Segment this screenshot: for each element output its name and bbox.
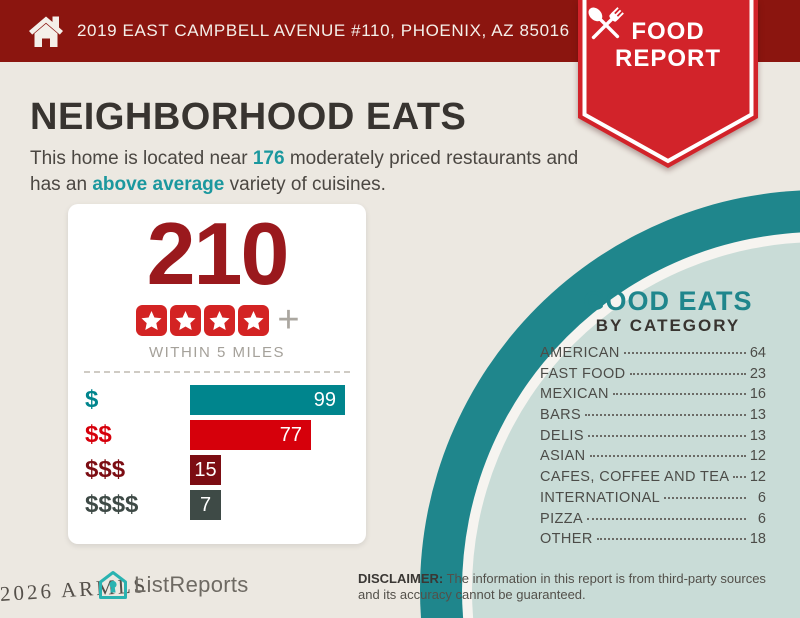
price-tier-value: 15 xyxy=(194,458,217,481)
plus-sign: + xyxy=(277,299,300,341)
price-bar-row: $$$$ 7 xyxy=(85,490,366,520)
spoon-and-fork-icon xyxy=(588,7,624,40)
summary-part3: variety of cuisines. xyxy=(224,174,386,195)
food-report-badge: FOOD REPORT xyxy=(578,0,758,170)
price-tier-label: $$$$ xyxy=(85,491,139,518)
listreports-house-icon xyxy=(99,571,127,599)
disclaimer-text: The information in this report is from t… xyxy=(358,571,766,602)
category-row: OTHER 18 xyxy=(540,531,766,552)
category-value: 12 xyxy=(749,448,766,465)
category-value: 64 xyxy=(749,345,766,361)
listreports-logo: ListReports xyxy=(98,570,249,600)
summary-part1: This home is located near xyxy=(30,148,253,169)
category-row: PIZZA 6 xyxy=(540,511,766,532)
category-value: 18 xyxy=(749,531,766,548)
category-row: FAST FOOD 23 xyxy=(540,366,766,387)
category-row: AMERICAN 64 xyxy=(540,345,766,366)
category-value: 16 xyxy=(749,386,766,403)
variety-highlight: above average xyxy=(92,174,225,195)
price-tier-label: $$$ xyxy=(85,456,126,483)
disclaimer: DISCLAIMER: The information in this repo… xyxy=(358,571,778,602)
dotted-leader xyxy=(587,434,746,437)
price-tier-bar: 15 xyxy=(190,455,221,485)
dotted-leader xyxy=(596,538,746,541)
star-rating: + xyxy=(68,299,366,341)
yelp-star-icon xyxy=(203,304,235,336)
badge-title-line2: REPORT xyxy=(614,45,721,72)
category-row: ASIAN 12 xyxy=(540,448,766,469)
badge-ribbon-shape xyxy=(578,0,758,168)
star-icons xyxy=(134,304,270,336)
yelp-star-icon xyxy=(237,304,269,336)
price-bar-row: $$ 77 xyxy=(85,420,366,450)
dotted-leader xyxy=(629,372,746,375)
disclaimer-label: DISCLAIMER: xyxy=(358,571,444,586)
category-name: INTERNATIONAL xyxy=(540,489,661,506)
dashed-divider xyxy=(84,371,350,373)
category-name: CAFES, COFFEE AND TEA xyxy=(540,469,730,486)
category-value: 6 xyxy=(757,510,766,527)
category-value: 13 xyxy=(749,407,766,424)
yelp-star-icon xyxy=(169,304,201,336)
price-tier-bar-chart: $99 $$ 77 $$$ 15 $$$$ 7 xyxy=(85,385,366,520)
category-name: DELIS xyxy=(540,427,584,444)
restaurant-count-highlight: 176 xyxy=(252,148,285,169)
category-name: BARS xyxy=(540,407,582,424)
badge-title-line1: FOOD xyxy=(631,18,705,45)
category-value: 23 xyxy=(749,365,766,382)
dotted-leader xyxy=(612,393,746,396)
badge-title: FOOD REPORT xyxy=(578,18,758,72)
price-tier-value: 7 xyxy=(199,493,212,516)
property-address: 2019 EAST CAMPBELL AVENUE #110, PHOENIX,… xyxy=(77,21,570,40)
summary-text: This home is located near 176 moderately… xyxy=(30,146,580,198)
category-name: MEXICAN xyxy=(540,386,609,403)
dotted-leader xyxy=(589,455,746,458)
price-tier-value: 77 xyxy=(279,423,302,446)
category-name: PIZZA xyxy=(540,510,584,527)
listreports-logo-text: ListReports xyxy=(134,572,249,597)
category-row: INTERNATIONAL 6 xyxy=(540,490,766,511)
price-bar-row: $$$ 15 xyxy=(85,455,366,485)
category-value: 6 xyxy=(757,489,766,506)
price-tier-bar: 99 xyxy=(190,385,345,415)
restaurant-count: 210 xyxy=(146,204,290,303)
good-eats-title: GOOD EATS xyxy=(583,286,753,316)
dotted-leader xyxy=(585,414,746,417)
price-tier-bar: 77 xyxy=(190,420,311,450)
category-list: AMERICAN 64 FAST FOOD 23 MEXICAN 16 BARS 13 DELI… xyxy=(540,345,766,552)
dotted-leader xyxy=(587,517,746,520)
category-value: 13 xyxy=(749,427,766,444)
price-tier-bar: 7 xyxy=(190,490,221,520)
home-icon xyxy=(29,16,63,47)
dotted-leader xyxy=(733,476,746,479)
dotted-leader xyxy=(664,496,746,499)
category-name: OTHER xyxy=(540,531,593,548)
category-row: BARS 13 xyxy=(540,407,766,428)
price-bar-row: $99 xyxy=(85,385,366,415)
good-eats-subtitle: BY CATEGORY xyxy=(595,316,741,335)
yelp-star-icon xyxy=(135,304,167,336)
category-row: CAFES, COFFEE AND TEA 12 xyxy=(540,469,766,490)
category-row: DELIS 13 xyxy=(540,428,766,449)
radius-label: WITHIN 5 MILES xyxy=(148,344,285,361)
price-tier-label: $$ xyxy=(85,421,112,448)
category-name: FAST FOOD xyxy=(540,365,626,382)
category-name: ASIAN xyxy=(540,448,586,465)
dotted-leader xyxy=(623,352,746,354)
category-name: AMERICAN xyxy=(540,345,620,361)
page-title: NEIGHBORHOOD EATS xyxy=(30,96,467,138)
price-tier-label: $ xyxy=(85,386,99,413)
price-tier-value: 99 xyxy=(313,388,336,411)
category-row: MEXICAN 16 xyxy=(540,386,766,407)
category-value: 12 xyxy=(749,469,766,486)
stats-card: 210 + WITHIN 5 MILES $99 $$ 77 $$$ 15 $$$$ 7 xyxy=(68,204,366,544)
summary-part2: moderately priced restaurants and has an xyxy=(30,148,579,195)
